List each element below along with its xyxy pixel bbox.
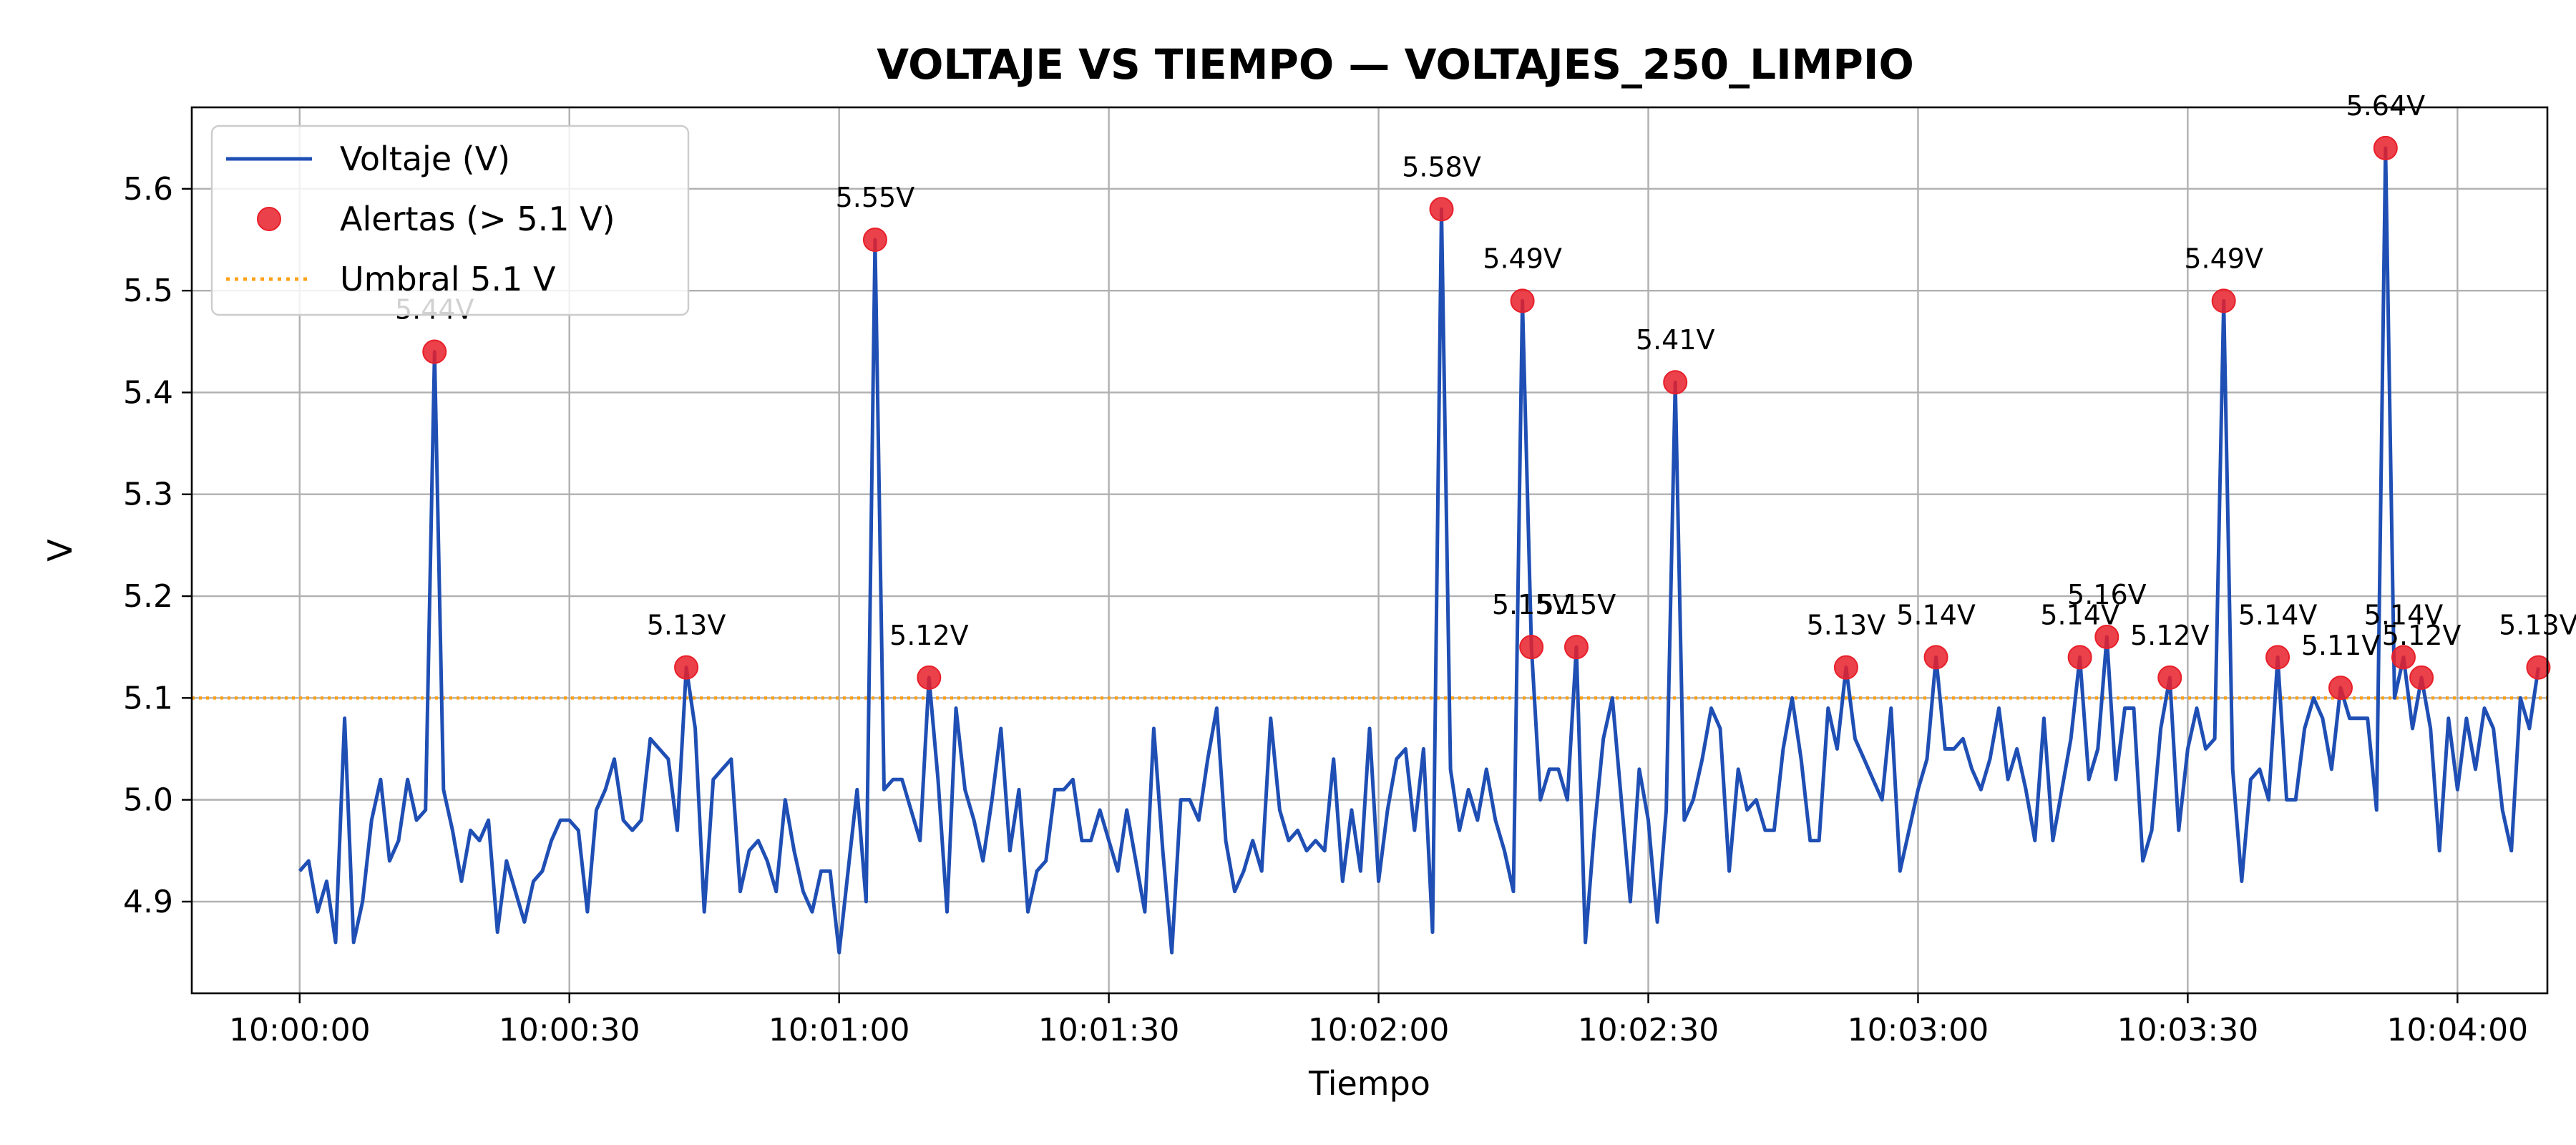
legend-box	[210, 125, 690, 316]
legend-alert-swatch	[257, 207, 281, 231]
alert-layer	[422, 135, 2551, 701]
x-axis-title: Tiempo	[1308, 1064, 1430, 1103]
y-axis-ticks: 4.9 5.0 5.1 5.2 5.3 5.4 5.5 5.6	[123, 171, 192, 920]
alert-point	[1923, 645, 1948, 670]
y-tick-label: 5.0	[123, 782, 173, 819]
line-layer	[298, 146, 2540, 955]
x-tick-label: 10:01:30	[1038, 1012, 1180, 1048]
y-tick-label: 5.2	[123, 578, 173, 615]
y-axis-title: V	[41, 539, 79, 562]
alert-point	[1519, 635, 1544, 660]
alert-value-label: 5.41V	[1636, 324, 1715, 356]
alert-value-label: 5.49V	[1483, 243, 1562, 274]
alert-point	[1510, 288, 1535, 313]
alert-point	[2373, 135, 2398, 160]
alert-value-label: 5.13V	[1807, 610, 1886, 641]
y-tick-label: 5.6	[123, 171, 173, 208]
x-tick-label: 10:03:30	[2117, 1012, 2259, 1048]
x-tick-label: 10:03:00	[1848, 1012, 1989, 1048]
x-axis-ticks: 10:00:00 10:00:30 10:01:00 10:01:30 10:02:00…	[229, 993, 2528, 1048]
alert-value-label: 5.16V	[2067, 579, 2147, 610]
alert-point	[674, 655, 699, 680]
alert-point	[1429, 197, 1454, 222]
x-tick-label: 10:01:00	[769, 1012, 910, 1048]
alert-value-label: 5.11V	[2301, 630, 2381, 661]
x-tick-label: 10:02:00	[1308, 1012, 1450, 1048]
x-tick-label: 10:00:00	[229, 1012, 371, 1048]
alert-point	[2067, 645, 2092, 670]
alert-value-label: 5.14V	[2040, 599, 2119, 630]
alert-value-label: 5.14V	[1896, 599, 1976, 630]
legend-label-voltaje: Voltaje (V)	[340, 140, 510, 178]
y-tick-label: 5.4	[123, 374, 173, 411]
alert-point	[2526, 655, 2551, 680]
alert-point	[2094, 624, 2119, 649]
alert-value-label: 5.12V	[889, 620, 969, 651]
y-tick-label: 5.3	[123, 477, 173, 513]
legend-label-alertas: Alertas (> 5.1 V)	[340, 200, 615, 238]
legend: Voltaje (V) Alertas (> 5.1 V) Umbral 5.1…	[210, 125, 690, 316]
alert-value-label: 5.14V	[2364, 599, 2444, 630]
alert-value-label: 5.13V	[2499, 610, 2576, 641]
alert-point	[862, 227, 887, 252]
x-tick-label: 10:00:30	[499, 1012, 640, 1048]
alert-value-label: 5.55V	[836, 182, 915, 213]
alert-point	[1563, 635, 1589, 660]
alert-point	[2211, 288, 2236, 313]
plot-frame	[190, 106, 2549, 995]
annotation-layer: 5.44V5.13V5.55V5.12V5.58V5.49V5.15V5.15V…	[395, 90, 2576, 661]
alert-value-label: 5.13V	[647, 610, 726, 641]
y-tick-label: 5.1	[123, 680, 173, 716]
alert-point	[2391, 645, 2416, 670]
alert-value-label: 5.64V	[2346, 90, 2426, 122]
alert-value-label: 5.49V	[2184, 243, 2263, 274]
alert-point	[2328, 676, 2353, 701]
alert-value-label: 5.12V	[2382, 620, 2462, 651]
legend-label-umbral: Umbral 5.1 V	[340, 260, 556, 298]
alert-point	[2265, 645, 2290, 670]
alert-point	[422, 339, 447, 364]
alert-point	[2157, 665, 2182, 690]
x-tick-label: 10:04:00	[2387, 1012, 2529, 1048]
chart-title: VOLTAJE VS TIEMPO — VOLTAJES_250_LIMPIO	[877, 40, 1914, 89]
y-tick-label: 4.9	[123, 884, 173, 920]
alert-value-label: 5.58V	[1402, 151, 1481, 182]
alert-value-label: 5.15V	[1492, 589, 1571, 620]
alert-value-label: 5.14V	[2238, 599, 2318, 630]
alert-value-label: 5.12V	[2130, 620, 2210, 651]
alert-point	[917, 665, 942, 690]
alert-value-label: 5.15V	[1537, 589, 1616, 620]
alert-point	[1833, 655, 1858, 680]
alert-point	[1663, 370, 1688, 395]
voltage-series-line	[298, 146, 2540, 955]
x-tick-label: 10:02:30	[1578, 1012, 1719, 1048]
alert-point	[2409, 665, 2434, 690]
y-tick-label: 5.5	[123, 273, 173, 309]
